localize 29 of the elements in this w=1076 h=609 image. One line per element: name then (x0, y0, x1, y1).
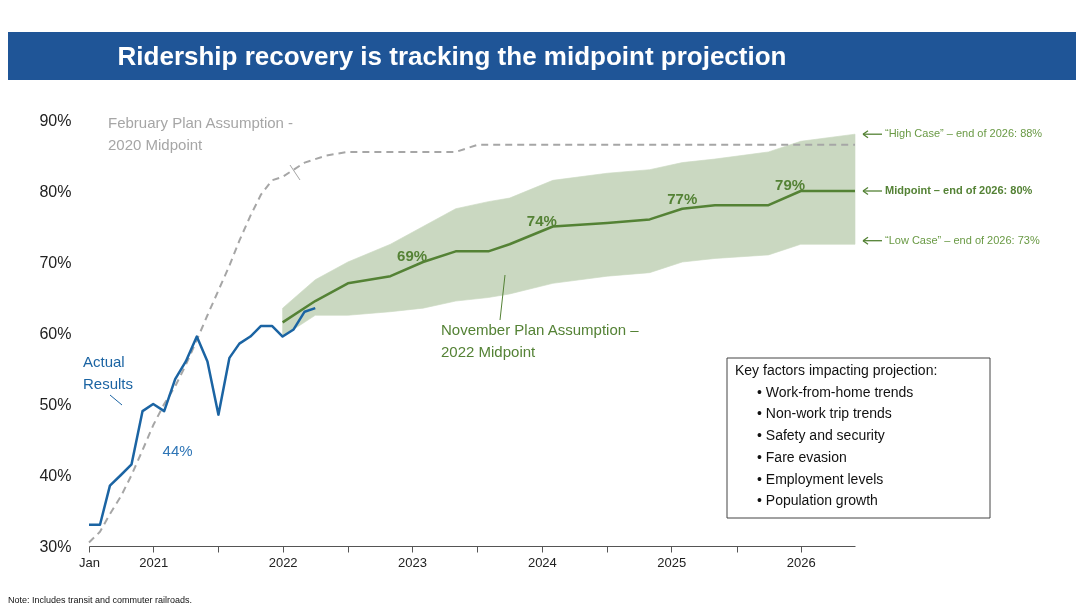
x-tick-label: 2025 (657, 554, 687, 570)
x-tick-label: 2022 (268, 554, 298, 570)
x-tick-label: 2026 (786, 554, 816, 570)
annotation: “Low Case” – end of 2026: 73% (885, 233, 1040, 246)
y-tick-label: 50% (39, 395, 72, 413)
annotation: 69% (397, 247, 428, 265)
annotation: Midpoint – end of 2026: 80% (885, 184, 1033, 196)
y-tick-label: 90% (39, 111, 72, 129)
annotation: “High Case” – end of 2026: 88% (885, 127, 1043, 140)
y-tick-label: 60% (39, 324, 72, 342)
y-tick-label: 30% (39, 537, 72, 555)
series-label: Actual Results (83, 353, 134, 392)
chart-title: Ridership recovery is tracking the midpoint projection (117, 41, 787, 71)
x-tick-label: 2023 (398, 554, 428, 570)
text: November Plan Assumption – 2022 Midpoint (441, 321, 640, 360)
annotation: 79% (775, 176, 806, 194)
line-series (281, 189, 857, 324)
annotation: Key factors impacting projection: • Work-from-home trends • Non-work trip trends • Safety and security • Fare evasion • Employment levels • Population growth (735, 362, 938, 509)
x-tick-label: Jan (79, 554, 100, 570)
series-label: February Plan Assumption - 2020 Midpoint (108, 114, 294, 153)
annotation: 44% (162, 441, 193, 459)
y-tick-label: 70% (39, 253, 72, 271)
x-tick-label: 2024 (527, 554, 557, 570)
y-tick-label: 40% (39, 466, 72, 484)
text: Note: Includes transit and commuter railroads. (8, 595, 193, 605)
x-tick-label: 2021 (139, 554, 169, 570)
annotation: 74% (526, 211, 557, 229)
y-tick-label: 80% (39, 182, 72, 200)
annotation: 77% (667, 190, 698, 208)
